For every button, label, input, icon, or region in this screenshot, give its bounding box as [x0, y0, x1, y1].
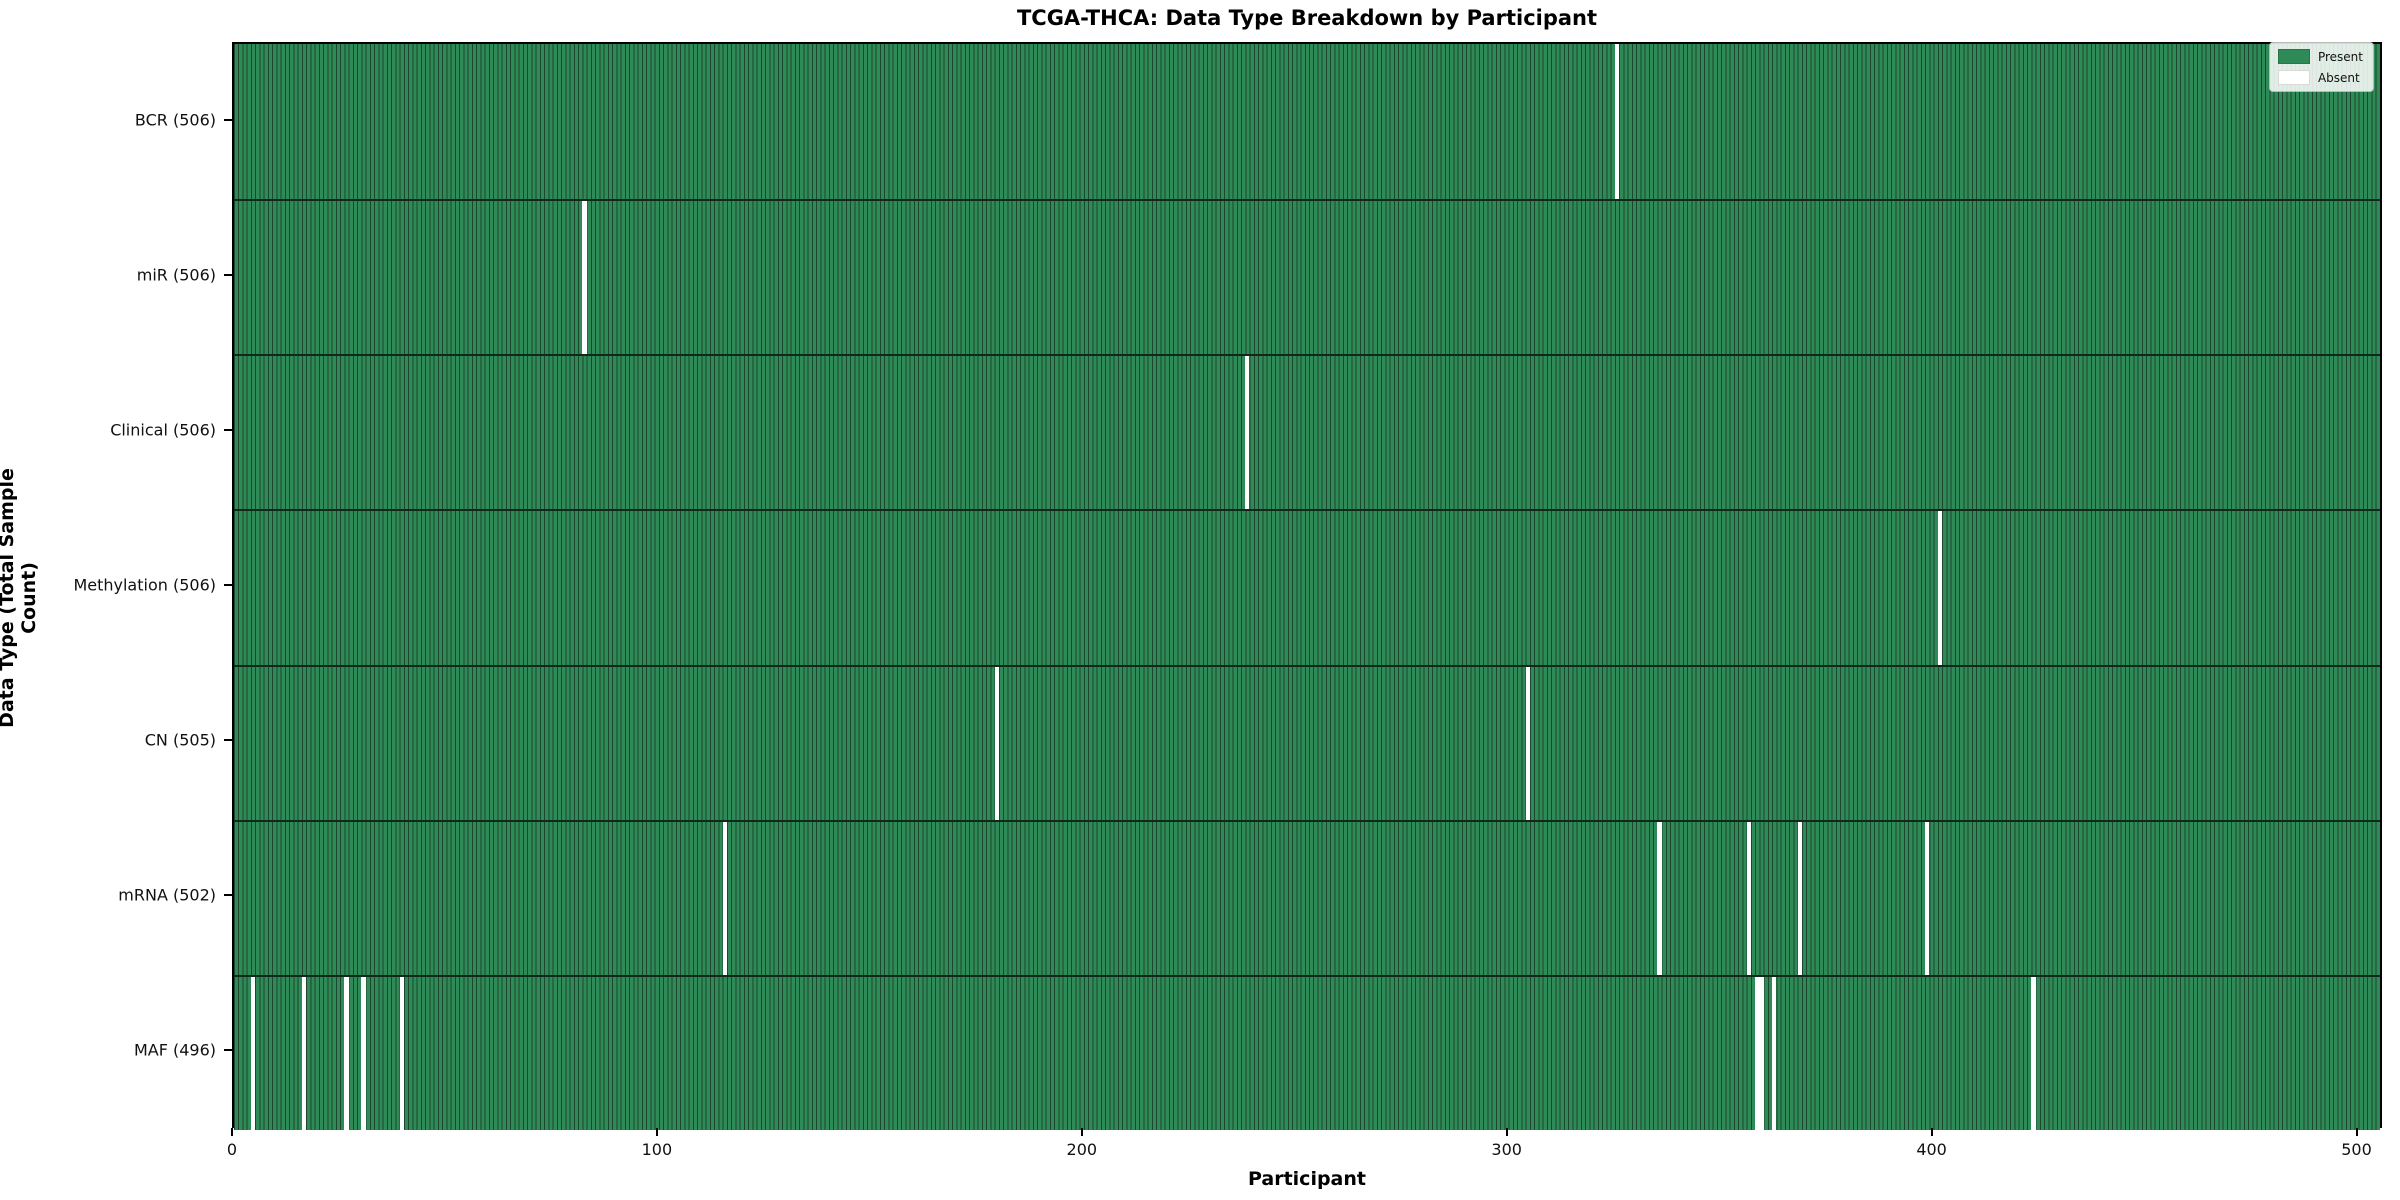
legend-label-present: Present: [2317, 49, 2363, 64]
y-tick-label: miR (506): [136, 265, 216, 285]
y-tick-mark: [224, 584, 232, 586]
x-axis-label: Participant: [1247, 1168, 1366, 1190]
x-tick-mark: [231, 1128, 233, 1136]
legend: Present Absent: [2268, 42, 2374, 92]
legend-item-present: Present: [2277, 49, 2363, 64]
x-tick-label: 300: [1491, 1140, 1522, 1159]
x-tick-label: 200: [1066, 1140, 1098, 1159]
presence-matrix: [234, 44, 2380, 1130]
absent-gap: [582, 201, 587, 355]
data-row: [234, 974, 2380, 1130]
x-tick-mark: [2355, 1128, 2358, 1136]
absent-gap: [1759, 976, 1764, 1130]
x-tick-mark: [1505, 1128, 1508, 1136]
absent-gap: [1746, 821, 1751, 975]
y-tick-label: CN (505): [144, 730, 216, 750]
present-swatch: [2277, 49, 2310, 64]
absent-gap: [1245, 356, 1250, 510]
x-tick-mark: [1080, 1128, 1083, 1136]
data-row: [234, 354, 2380, 510]
y-tick-label: Clinical (506): [110, 420, 216, 440]
y-tick-label: MAF (496): [133, 1040, 216, 1060]
data-row: [234, 44, 2380, 200]
y-tick-mark: [224, 1049, 232, 1052]
plot-area: Present Absent: [232, 42, 2382, 1130]
x-tick-label: 500: [2341, 1140, 2372, 1159]
absent-gap: [250, 976, 256, 1130]
absent-gap: [1614, 44, 1620, 200]
x-tick-label: 0: [226, 1140, 238, 1159]
absent-gap: [399, 976, 404, 1130]
legend-label-absent: Absent: [2317, 70, 2360, 85]
absent-gap: [1657, 821, 1662, 975]
data-row: [234, 664, 2380, 820]
absent-gap: [361, 976, 366, 1130]
x-tick-mark: [1930, 1128, 1933, 1136]
absent-gap: [2031, 976, 2036, 1130]
y-tick-label: mRNA (502): [118, 885, 216, 905]
data-row: [234, 509, 2380, 665]
data-row: [234, 199, 2380, 355]
x-tick-label: 100: [641, 1140, 673, 1159]
x-tick-label: 400: [1916, 1140, 1947, 1159]
absent-gap: [344, 976, 349, 1130]
absent-gap: [1772, 976, 1777, 1130]
absent-gap: [1797, 821, 1802, 975]
absent-gap: [1937, 511, 1943, 665]
absent-gap: [1925, 821, 1930, 975]
data-row: [234, 819, 2380, 975]
y-tick-mark: [224, 118, 232, 121]
absent-gap: [1525, 666, 1530, 820]
absent-gap: [994, 666, 999, 820]
y-tick-mark: [224, 273, 232, 276]
y-axis-label: Data Type (Total Sample Count): [0, 468, 40, 728]
y-tick-label: Methylation (506): [73, 575, 216, 595]
y-tick-mark: [224, 739, 232, 742]
legend-item-absent: Absent: [2277, 70, 2363, 85]
absent-gap: [301, 976, 307, 1130]
y-tick-label: BCR (506): [134, 110, 216, 130]
y-tick-mark: [224, 428, 232, 431]
absent-gap: [722, 821, 727, 975]
x-tick-mark: [655, 1128, 658, 1136]
absent-swatch: [2277, 70, 2310, 85]
absent-gap: [1755, 976, 1760, 1130]
chart-title: TCGA-THCA: Data Type Breakdown by Partic…: [1016, 6, 1598, 30]
y-tick-mark: [224, 894, 232, 897]
